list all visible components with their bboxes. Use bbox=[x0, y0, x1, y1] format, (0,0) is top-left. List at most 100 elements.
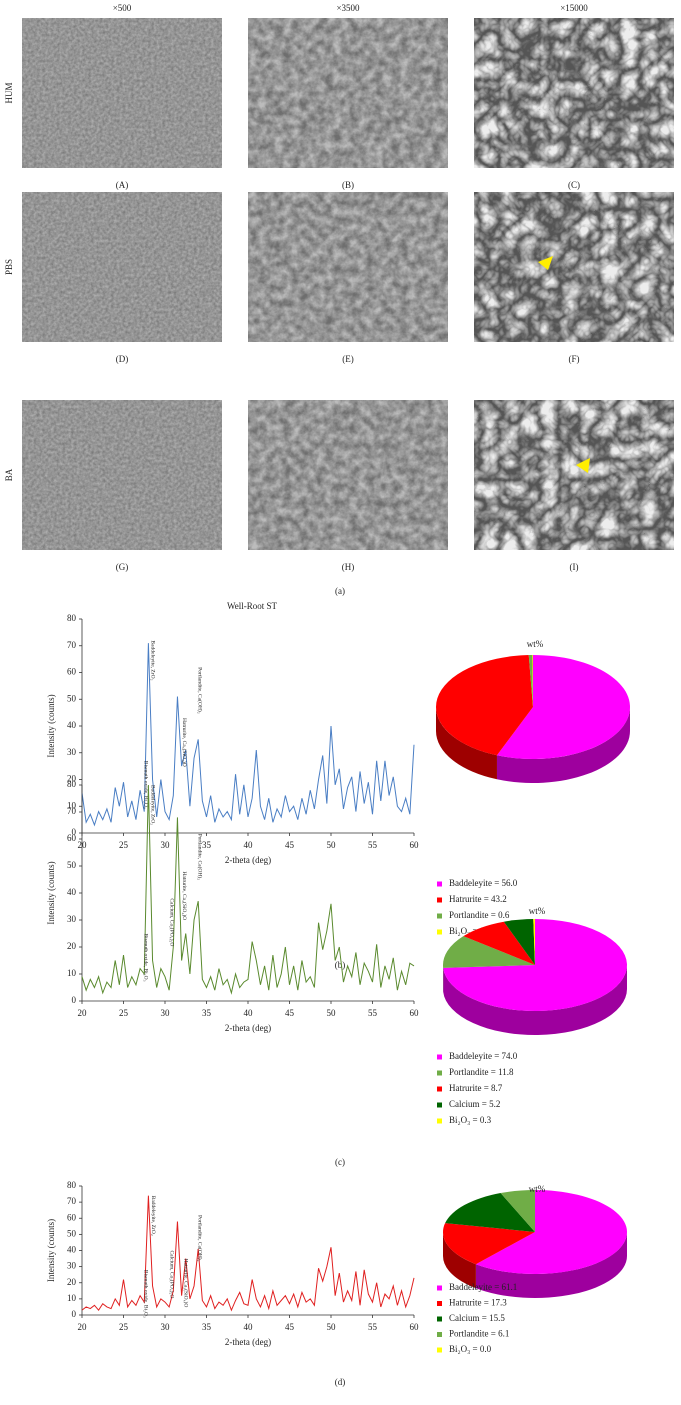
pie-slice bbox=[443, 919, 627, 1011]
pie-slice bbox=[463, 921, 535, 965]
x-tick-label: 30 bbox=[161, 1322, 171, 1332]
x-tick-label: 25 bbox=[119, 1322, 129, 1332]
peak-annotation: Hatrurite, Ca₃(SiO₄)O bbox=[182, 1259, 189, 1308]
x-tick-label: 20 bbox=[78, 1008, 88, 1018]
chart-title: Well-Root ST bbox=[227, 601, 278, 611]
legend-label: Calcium = 5.2 bbox=[449, 1099, 500, 1109]
x-tick-label: 40 bbox=[244, 1008, 254, 1018]
y-tick-label: 60 bbox=[67, 667, 77, 677]
y-tick-label: 40 bbox=[67, 887, 77, 897]
pie-slice bbox=[435, 655, 533, 756]
legend-label: Hatrurite = 17.3 bbox=[449, 1298, 507, 1308]
legend-swatch bbox=[437, 881, 442, 887]
peak-annotation: Bismuth oxide, Bi₂O₃ bbox=[143, 761, 149, 809]
x-tick-label: 45 bbox=[285, 1008, 295, 1018]
panel-label: (G) bbox=[116, 562, 129, 572]
x-tick-label: 40 bbox=[244, 840, 254, 850]
row-label: BA bbox=[4, 468, 14, 481]
sem-image bbox=[22, 400, 222, 550]
peak-annotation: Baddeleyite, ZrO₂ bbox=[149, 640, 155, 680]
legend-label: Portlandite = 0.6 bbox=[449, 910, 510, 920]
peak-annotation: Hatrurite, Ca₃(SiO₄)O bbox=[181, 871, 188, 920]
sem-image bbox=[22, 18, 222, 168]
figure-label: (d) bbox=[335, 1377, 346, 1387]
panel-label: (I) bbox=[570, 562, 579, 572]
y-tick-label: 50 bbox=[67, 860, 77, 870]
y-tick-label: 70 bbox=[67, 806, 77, 816]
peak-annotation: Portlandite, Ca(OH)₂ bbox=[197, 834, 204, 881]
pie-slice bbox=[496, 655, 630, 759]
legend-label: Bi₂O₃ = 0.3 bbox=[449, 1115, 492, 1125]
pie-slice bbox=[532, 654, 533, 707]
legend-label: Hatrurite = 43.2 bbox=[449, 894, 507, 904]
sem-image bbox=[248, 192, 448, 342]
legend-swatch bbox=[437, 1054, 442, 1060]
y-tick-label: 50 bbox=[67, 1228, 77, 1238]
y-tick-label: 30 bbox=[67, 1261, 77, 1271]
peak-annotation: Bismuth oxide, Bi₂O₃ bbox=[143, 1270, 149, 1318]
x-tick-label: 50 bbox=[327, 840, 337, 850]
legend-swatch bbox=[437, 1102, 442, 1108]
legend-label: Baddeleyite = 61.1 bbox=[449, 1282, 517, 1292]
peak-annotation: Bismuth oxide, Bi₂O₃ bbox=[143, 934, 149, 982]
column-label: ×15000 bbox=[560, 3, 588, 13]
x-axis-label: 2-theta (deg) bbox=[225, 1023, 271, 1033]
pie-side bbox=[496, 707, 630, 784]
y-tick-label: 20 bbox=[67, 941, 77, 951]
x-tick-label: 50 bbox=[327, 1008, 337, 1018]
y-tick-label: 50 bbox=[67, 693, 77, 703]
x-tick-label: 25 bbox=[119, 840, 129, 850]
panel-label: (E) bbox=[342, 354, 354, 364]
x-tick-label: 60 bbox=[410, 1008, 420, 1018]
peak-annotation: Calcium, Ca₂(PO₄)₂O bbox=[168, 898, 175, 946]
legend-swatch bbox=[437, 1332, 442, 1337]
figure-label: (b) bbox=[335, 960, 346, 970]
y-tick-label: 70 bbox=[67, 640, 77, 650]
pie-slice bbox=[443, 1223, 535, 1265]
legend-swatch bbox=[437, 1316, 442, 1322]
pie-slice bbox=[528, 655, 533, 707]
arrowhead bbox=[576, 458, 590, 473]
panel-label: (F) bbox=[569, 354, 580, 364]
pie-slice bbox=[442, 936, 535, 968]
sem-image bbox=[474, 400, 674, 550]
peak-annotation: Portlandite, Ca(OH)₂ bbox=[197, 1215, 204, 1262]
spectrum-line bbox=[81, 1195, 415, 1312]
row-label: PBS bbox=[4, 259, 14, 275]
x-tick-label: 55 bbox=[368, 1322, 378, 1332]
legend-swatch bbox=[437, 1118, 442, 1124]
legend-label: Calcium = 15.5 bbox=[449, 1313, 505, 1323]
legend-label: Portlandite = 11.8 bbox=[449, 1067, 514, 1077]
y-tick-label: 10 bbox=[67, 800, 77, 810]
spectrum-line bbox=[81, 643, 415, 827]
panel-label: (D) bbox=[116, 354, 129, 364]
x-axis-label: 2-theta (deg) bbox=[225, 1337, 271, 1347]
y-axis-label: Intensity (counts) bbox=[46, 694, 56, 757]
pie-slice bbox=[533, 919, 535, 965]
y-axis-label: Intensity (counts) bbox=[46, 1219, 56, 1282]
spectrum-line bbox=[81, 784, 415, 995]
legend-swatch bbox=[437, 1070, 442, 1076]
y-tick-label: 30 bbox=[67, 747, 77, 757]
y-tick-label: 60 bbox=[67, 1212, 77, 1222]
y-tick-label: 30 bbox=[67, 914, 77, 924]
pie-slice bbox=[500, 1190, 535, 1232]
sem-image bbox=[248, 18, 448, 168]
x-tick-label: 20 bbox=[78, 1322, 88, 1332]
pie-side bbox=[475, 1232, 627, 1298]
x-tick-label: 35 bbox=[202, 1008, 212, 1018]
figure-label: (a) bbox=[335, 586, 345, 596]
sem-image bbox=[474, 18, 674, 168]
y-tick-label: 20 bbox=[67, 774, 77, 784]
y-tick-label: 80 bbox=[67, 779, 77, 789]
panel-label: (C) bbox=[568, 180, 580, 190]
legend-swatch bbox=[437, 929, 442, 935]
row-label: HUM bbox=[4, 82, 14, 103]
column-label: ×500 bbox=[113, 3, 132, 13]
x-tick-label: 25 bbox=[119, 1008, 129, 1018]
x-tick-label: 45 bbox=[285, 1322, 295, 1332]
pie-slice bbox=[475, 1190, 628, 1274]
x-tick-label: 30 bbox=[161, 1008, 171, 1018]
x-tick-label: 45 bbox=[285, 840, 295, 850]
